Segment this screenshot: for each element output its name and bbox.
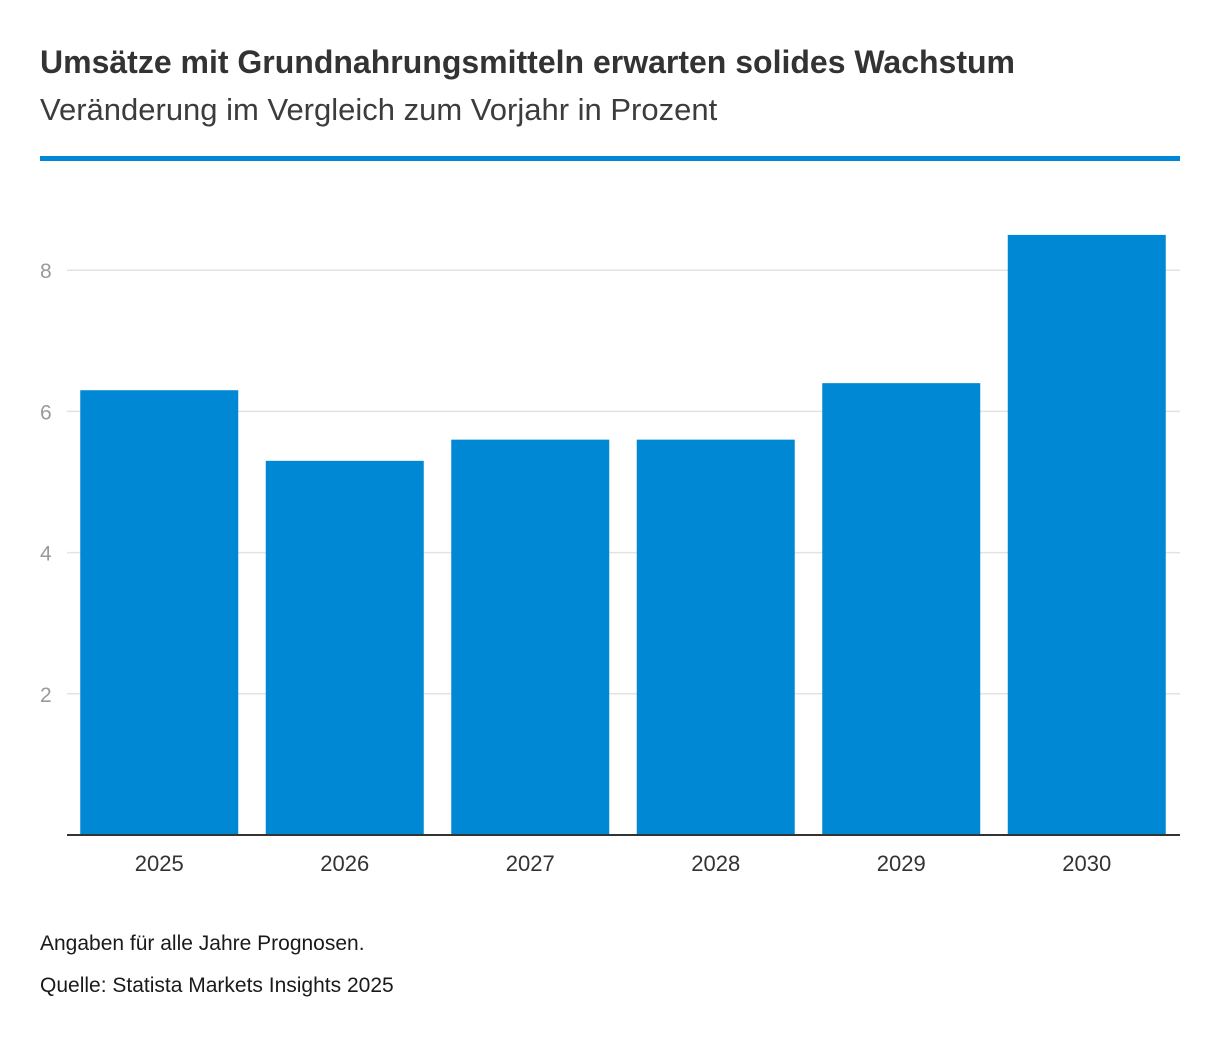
y-tick-label-4: 4 [40, 543, 52, 566]
x-tick-label-2029: 2029 [877, 851, 926, 876]
source-note: Quelle: Statista Markets Insights 2025 [40, 974, 394, 997]
chart-title: Umsätze mit Grundnahrungsmitteln erwarte… [40, 44, 1015, 80]
y-tick-label-8: 8 [40, 260, 52, 283]
header-accent-rule [40, 156, 1180, 161]
bar-2028 [636, 439, 795, 835]
bar-2027 [451, 439, 610, 835]
footnote: Angaben für alle Jahre Prognosen. [40, 932, 365, 955]
x-tick-label-2025: 2025 [135, 851, 184, 876]
x-tick-label-2026: 2026 [320, 851, 369, 876]
chart-subtitle: Veränderung im Vergleich zum Vorjahr in … [40, 92, 718, 127]
bars [80, 234, 1166, 835]
y-tick-label-6: 6 [40, 401, 52, 424]
x-axis-labels: 2025 2026 2027 2028 2029 2030 [135, 851, 1111, 876]
bar-2029 [822, 383, 981, 835]
x-tick-label-2030: 2030 [1062, 851, 1111, 876]
bar-2026 [265, 460, 424, 835]
y-axis-ticks: 2 4 6 8 [40, 260, 52, 707]
gridlines [67, 269, 1180, 695]
bar-2030 [1007, 234, 1166, 835]
y-tick-label-2: 2 [40, 684, 52, 707]
x-tick-label-2028: 2028 [691, 851, 740, 876]
x-tick-label-2027: 2027 [506, 851, 555, 876]
bar-2025 [80, 390, 239, 835]
